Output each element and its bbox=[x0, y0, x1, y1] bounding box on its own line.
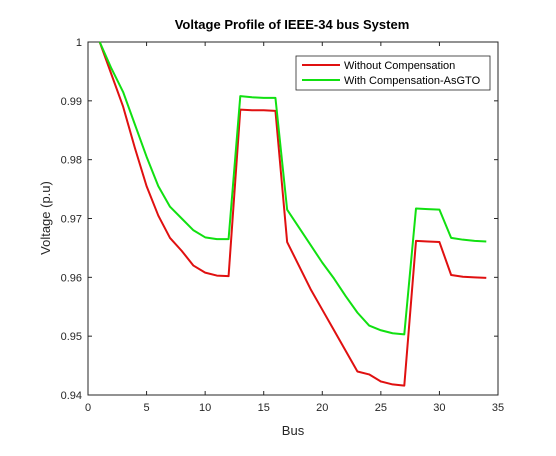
x-tick-label: 25 bbox=[375, 402, 387, 414]
x-tick-label: 15 bbox=[258, 402, 270, 414]
y-axis-label: Voltage (p.u) bbox=[38, 181, 53, 255]
legend-label-with-compensation: With Compensation-AsGTO bbox=[344, 75, 481, 87]
legend-label-without-compensation: Without Compensation bbox=[344, 60, 455, 72]
series-line-with-compensation bbox=[98, 41, 487, 336]
y-tick-label: 0.97 bbox=[61, 214, 82, 226]
y-tick-label: 0.99 bbox=[61, 96, 82, 108]
x-tick-label: 5 bbox=[144, 402, 150, 414]
legend: Without Compensation With Compensation-A… bbox=[295, 55, 491, 91]
y-tick-label: 0.94 bbox=[61, 390, 82, 402]
series-lines bbox=[98, 41, 487, 387]
chart-title: Voltage Profile of IEEE-34 bus System bbox=[175, 17, 410, 32]
x-tick-label: 35 bbox=[492, 402, 504, 414]
y-tick-label: 0.95 bbox=[61, 331, 82, 343]
y-tick-label: 0.96 bbox=[61, 272, 82, 284]
axis-ticks: 0 5 10 15 20 25 30 35 0.94 0.95 0.96 0.97 0.98 0.99 1 bbox=[61, 37, 505, 414]
legend-box bbox=[295, 55, 491, 91]
y-tick-label: 0.98 bbox=[61, 155, 82, 167]
series-line-without-compensation bbox=[98, 41, 487, 387]
y-tick-label: 1 bbox=[76, 37, 82, 49]
x-tick-label: 0 bbox=[85, 402, 91, 414]
x-tick-label: 10 bbox=[199, 402, 211, 414]
x-tick-label: 20 bbox=[316, 402, 328, 414]
x-tick-label: 30 bbox=[433, 402, 445, 414]
x-axis-label: Bus bbox=[282, 423, 305, 438]
